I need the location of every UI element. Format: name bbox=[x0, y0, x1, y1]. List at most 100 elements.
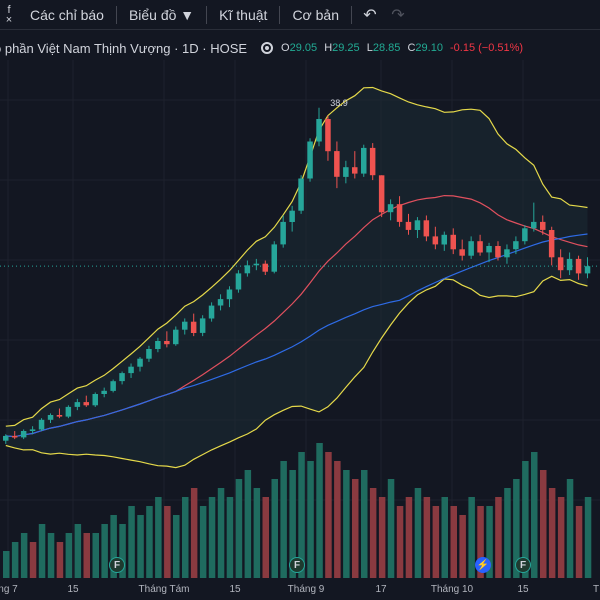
x-tick: 15 bbox=[517, 584, 529, 595]
candle-body bbox=[38, 419, 45, 430]
candle-body bbox=[101, 390, 107, 394]
candle-body bbox=[110, 381, 116, 391]
toolbar-divider bbox=[350, 5, 352, 24]
candle-body bbox=[271, 244, 277, 272]
candle-body bbox=[584, 266, 591, 274]
volume-bar bbox=[190, 488, 198, 578]
volume-bar bbox=[316, 443, 323, 578]
candle-body bbox=[486, 246, 492, 253]
volume-bar bbox=[468, 497, 475, 578]
candle-body bbox=[325, 119, 331, 152]
fx-indicator-icon[interactable]: f × bbox=[5, 3, 13, 26]
candle-body bbox=[575, 258, 582, 274]
volume-bar bbox=[540, 470, 547, 578]
candle-body bbox=[20, 431, 27, 438]
volume-bar bbox=[289, 470, 296, 578]
time-axis[interactable]: ng 7 15 Tháng Tám 15 Tháng 9 17 Tháng 10… bbox=[0, 578, 600, 600]
candle-body bbox=[155, 341, 161, 349]
split-event-icon[interactable]: ⚡ bbox=[475, 557, 491, 573]
candle-body bbox=[414, 220, 421, 230]
low-value: 28.85 bbox=[372, 42, 401, 54]
candle-body bbox=[495, 246, 501, 258]
candle-body bbox=[65, 406, 72, 417]
volume-bar bbox=[101, 524, 108, 578]
candle-body bbox=[540, 221, 546, 230]
candle-body bbox=[289, 210, 295, 222]
candle-body bbox=[352, 167, 358, 174]
volume-bar bbox=[128, 506, 135, 578]
volume-bar bbox=[164, 506, 171, 578]
candle-body bbox=[378, 175, 385, 213]
x-tick: 15 bbox=[67, 584, 79, 595]
price-chart[interactable] bbox=[0, 60, 600, 578]
volume-bar bbox=[396, 506, 404, 578]
financial-event-icon[interactable]: F bbox=[289, 557, 305, 573]
volume-bar bbox=[459, 515, 466, 578]
ohlc-values: O29.05 H29.25 L28.85 C29.10 -0.15 (−0.51… bbox=[281, 42, 523, 54]
volume-bar bbox=[280, 461, 287, 578]
volume-bar bbox=[352, 479, 359, 578]
bollinger-upper-line bbox=[5, 86, 588, 427]
indicators-button[interactable]: Các chỉ báo bbox=[30, 6, 104, 23]
volume-bar bbox=[513, 479, 520, 578]
high-price-label: 38.9 bbox=[330, 97, 348, 108]
candle-body bbox=[83, 402, 89, 406]
volume-bar bbox=[548, 488, 556, 578]
chart-type-button[interactable]: Biểu đồ ▼ bbox=[128, 6, 195, 23]
candle-body bbox=[92, 394, 98, 406]
candle-body bbox=[387, 204, 394, 213]
toolbar-divider bbox=[206, 5, 208, 24]
bollinger-lower-line bbox=[5, 275, 588, 469]
candle-body bbox=[47, 415, 54, 420]
candle-body bbox=[557, 257, 564, 271]
volume-bar bbox=[378, 497, 386, 578]
x-tick: 17 bbox=[375, 584, 387, 595]
candle-body bbox=[235, 273, 242, 290]
toolbar-divider bbox=[115, 5, 117, 24]
close-key: C bbox=[407, 42, 416, 54]
candle-body bbox=[396, 204, 403, 222]
volume-bar bbox=[423, 497, 431, 578]
ma-blue-line bbox=[5, 233, 588, 438]
volume-bar bbox=[226, 497, 234, 578]
volume-bar bbox=[334, 461, 341, 578]
eye-icon[interactable] bbox=[261, 42, 274, 54]
candle-body bbox=[334, 151, 340, 177]
undo-icon[interactable]: ↶ bbox=[363, 6, 377, 24]
candle-body bbox=[522, 228, 528, 242]
volume-bar bbox=[387, 479, 395, 578]
symbol-title[interactable]: o phần Việt Nam Thịnh Vượng · 1D · HOSE bbox=[0, 40, 248, 56]
candle-body bbox=[441, 234, 447, 245]
volume-bar bbox=[74, 524, 82, 578]
volume-bar bbox=[29, 542, 37, 578]
volume-bar bbox=[325, 452, 332, 578]
close-value: 29.10 bbox=[415, 42, 443, 54]
top-toolbar: f × Các chỉ báo Biểu đồ ▼ Kĩ thuật Cơ bản… bbox=[0, 0, 600, 30]
fundamental-button[interactable]: Cơ bản bbox=[292, 6, 339, 23]
volume-bar bbox=[235, 479, 243, 578]
volume-bar bbox=[450, 506, 457, 578]
candle-body bbox=[244, 265, 251, 274]
volume-bar bbox=[369, 488, 377, 578]
financial-event-icon[interactable]: F bbox=[515, 557, 531, 573]
volume-bar bbox=[271, 479, 278, 578]
open-key: O bbox=[281, 42, 290, 54]
x-tick: Tháng 9 bbox=[287, 584, 325, 595]
volume-bar bbox=[557, 497, 565, 578]
candle-body bbox=[477, 241, 483, 253]
symbol-legend: o phần Việt Nam Thịnh Vượng · 1D · HOSE … bbox=[0, 36, 600, 60]
volume-bar bbox=[414, 488, 422, 578]
financial-event-icon[interactable]: F bbox=[109, 557, 125, 573]
candle-body bbox=[566, 258, 573, 271]
volume-bar bbox=[217, 488, 225, 578]
candle-body bbox=[173, 329, 179, 345]
candle-body bbox=[450, 234, 456, 250]
candle-body bbox=[262, 263, 268, 272]
x-tick: ng 7 bbox=[0, 584, 18, 595]
technical-button[interactable]: Kĩ thuật bbox=[219, 6, 268, 23]
volume-bar bbox=[199, 506, 207, 578]
volume-bar bbox=[11, 542, 19, 578]
candle-body bbox=[128, 366, 134, 374]
redo-icon[interactable]: ↷ bbox=[391, 6, 405, 24]
volume-bar bbox=[20, 533, 28, 578]
